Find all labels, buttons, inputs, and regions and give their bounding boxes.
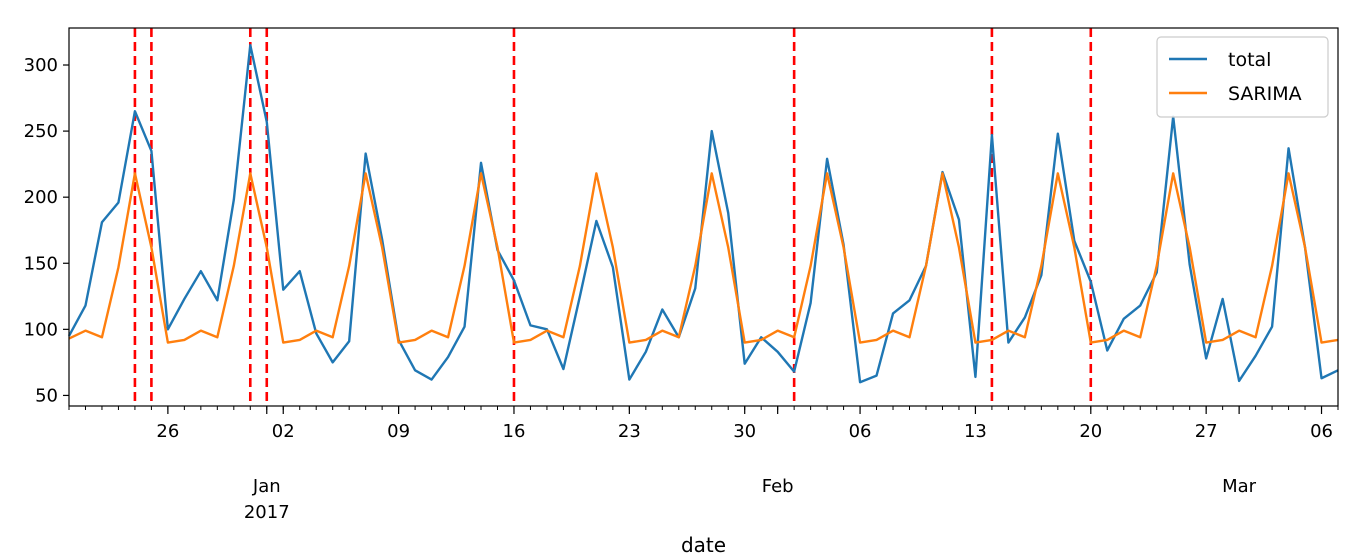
x-tick-label: 06	[1310, 421, 1333, 442]
y-tick-label: 300	[24, 55, 58, 76]
y-tick-label: 200	[24, 187, 58, 208]
x-tick-label: 02	[272, 421, 295, 442]
series-line-total	[67, 43, 1339, 384]
y-axis: 50 100 150 200 250 300	[24, 55, 69, 406]
plot-frame	[68, 27, 1339, 407]
x-axis: 26 02 09 16 23 30 06 13 20 27 06 Jan 2017 Feb Mar	[68, 406, 1339, 523]
y-tick-label: 250	[24, 121, 58, 142]
x-month-label: Jan	[252, 476, 281, 497]
y-tick-label: 100	[24, 319, 58, 340]
x-tick-label: 30	[733, 421, 756, 442]
x-month-label: Mar	[1222, 476, 1257, 497]
legend-label-total: total	[1228, 49, 1271, 71]
series-lines	[67, 43, 1339, 384]
x-tick-label: 06	[849, 421, 872, 442]
x-year-label: 2017	[244, 502, 290, 523]
x-tick-label: 26	[156, 421, 179, 442]
x-axis-label: date	[681, 533, 726, 557]
x-tick-label: 09	[387, 421, 410, 442]
y-tick-label: 150	[24, 253, 58, 274]
event-lines	[133, 28, 1093, 406]
y-tick-label: 50	[35, 385, 58, 406]
x-month-label: Feb	[762, 476, 794, 497]
series-line-sarima	[68, 172, 1339, 344]
x-tick-label: 20	[1079, 421, 1102, 442]
x-tick-label: 23	[618, 421, 641, 442]
legend: total SARIMA	[1156, 36, 1329, 118]
x-tick-label: 16	[503, 421, 526, 442]
legend-label-sarima: SARIMA	[1228, 83, 1302, 105]
x-tick-label: 13	[964, 421, 987, 442]
legend-box	[1156, 36, 1329, 118]
x-tick-label: 27	[1195, 421, 1218, 442]
